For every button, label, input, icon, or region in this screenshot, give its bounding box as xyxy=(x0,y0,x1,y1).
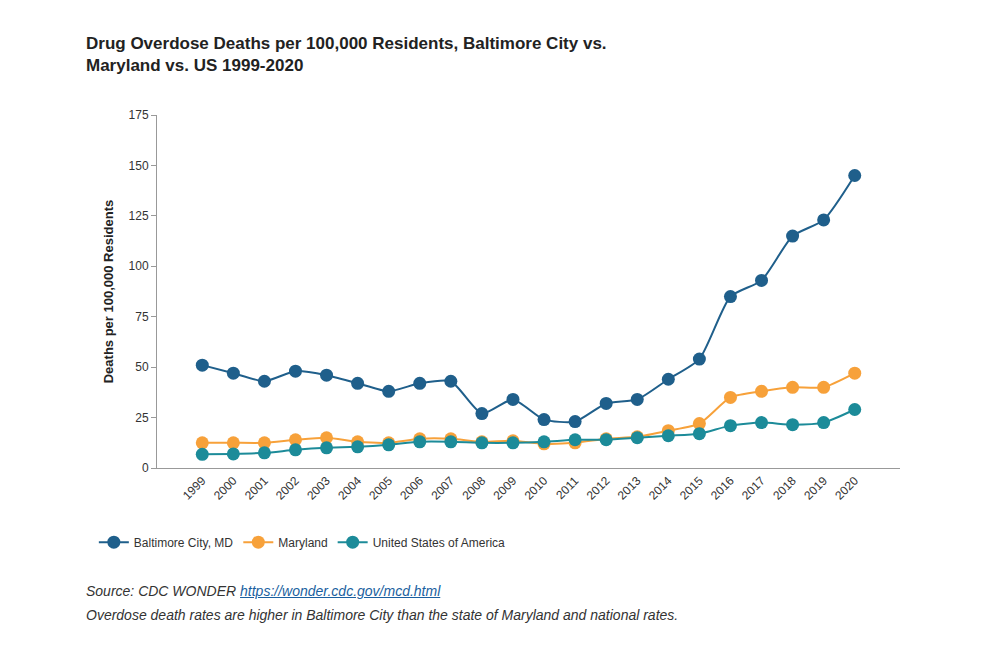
svg-text:1999: 1999 xyxy=(180,474,209,503)
svg-text:2017: 2017 xyxy=(739,474,768,503)
svg-text:2015: 2015 xyxy=(677,474,706,503)
svg-text:2009: 2009 xyxy=(491,474,520,503)
svg-text:2004: 2004 xyxy=(335,474,364,503)
svg-text:2014: 2014 xyxy=(646,474,675,503)
svg-text:2000: 2000 xyxy=(211,474,240,503)
svg-text:100: 100 xyxy=(129,259,149,273)
svg-text:2008: 2008 xyxy=(459,474,488,503)
html-text:Overdose death rates are highe: Overdose death rates are higher in Balti… xyxy=(86,607,679,623)
svg-text:2002: 2002 xyxy=(273,474,302,503)
svg-text:75: 75 xyxy=(135,310,149,324)
svg-text:2020: 2020 xyxy=(832,474,861,503)
svg-text:2018: 2018 xyxy=(770,474,799,503)
svg-text:125: 125 xyxy=(129,209,149,223)
svg-text:150: 150 xyxy=(129,159,149,173)
svg-text:2005: 2005 xyxy=(366,474,395,503)
svg-text:2012: 2012 xyxy=(584,474,613,503)
svg-text:2016: 2016 xyxy=(708,474,737,503)
svg-text:2013: 2013 xyxy=(615,474,644,503)
svg-text:2001: 2001 xyxy=(242,474,271,503)
svg-text:Baltimore City, MD: Baltimore City, MD xyxy=(134,536,233,550)
html-text:Source: CDC WONDER https://won: Source: CDC WONDER https://wonder.cdc.go… xyxy=(86,583,441,599)
svg-text:2003: 2003 xyxy=(304,474,333,503)
svg-text:Deaths per 100,000 Residents: Deaths per 100,000 Residents xyxy=(101,200,116,384)
svg-text:2019: 2019 xyxy=(801,474,830,503)
svg-text:Drug Overdose Deaths per 100,0: Drug Overdose Deaths per 100,000 Residen… xyxy=(86,34,607,75)
svg-text:Maryland: Maryland xyxy=(278,536,327,550)
svg-text:2011: 2011 xyxy=(553,474,581,502)
svg-text:25: 25 xyxy=(135,411,149,425)
svg-text:2006: 2006 xyxy=(397,474,426,503)
svg-text:2010: 2010 xyxy=(522,474,551,503)
svg-text:0: 0 xyxy=(142,461,149,475)
svg-text:United States of America: United States of America xyxy=(373,536,505,550)
svg-text:175: 175 xyxy=(129,108,149,122)
svg-text:50: 50 xyxy=(135,360,149,374)
svg-text:2007: 2007 xyxy=(428,474,457,503)
